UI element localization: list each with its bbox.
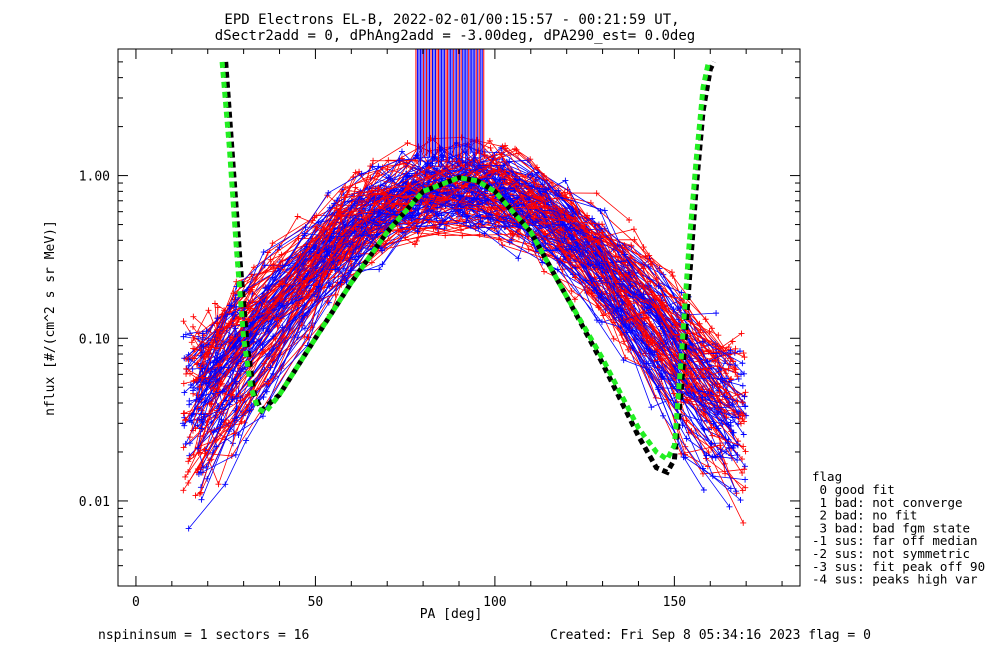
- y-tick-label: 0.10: [79, 332, 110, 347]
- trace-line: [198, 179, 730, 475]
- trace-line: [187, 174, 732, 473]
- trace-line: [198, 136, 704, 390]
- trace-line: [200, 197, 738, 456]
- legend-entry: 0 good fit: [812, 482, 895, 497]
- trace-line: [199, 150, 742, 424]
- chart-title-line-2: dSectr2add = 0, dPhAng2add = -3.00deg, d…: [215, 28, 695, 44]
- trace-markers: [198, 176, 736, 476]
- trace-markers: [204, 182, 741, 405]
- legend-entry: -4 sus: peaks high var: [812, 572, 978, 587]
- footer-left: nspininsum = 1 sectors = 16: [98, 628, 309, 643]
- flag-legend: flag 0 good fit 1 bad: not converge 2 ba…: [812, 469, 985, 587]
- trace-markers: [188, 192, 707, 391]
- trace-line: [203, 167, 731, 365]
- trace-markers: [195, 177, 733, 478]
- legend-entry: -1 sus: far off median: [812, 533, 978, 548]
- tick-labels: 0 50 100 150 0.01 0.10 1.00: [79, 170, 686, 610]
- x-tick-label: 150: [663, 595, 686, 610]
- legend-entry: -3 sus: fit peak off 90: [812, 559, 985, 574]
- legend-entry: -2 sus: not symmetric: [812, 546, 970, 561]
- y-axis-label: nflux [#/(cm^2 s sr MeV)]: [43, 220, 58, 416]
- x-axis-label: PA [deg]: [420, 607, 483, 622]
- y-tick-label: 0.01: [79, 495, 110, 510]
- trace-line: [185, 140, 738, 377]
- measured-traces: [179, 49, 750, 532]
- legend-title: flag: [812, 469, 842, 484]
- trace-line: [189, 157, 745, 397]
- fit-curves: [219, 60, 717, 476]
- trace-line: [201, 167, 745, 398]
- trace-line: [188, 183, 730, 508]
- legend-entry: 1 bad: not converge: [812, 495, 963, 510]
- plot-axes: [117, 48, 801, 587]
- trace-line: [216, 179, 736, 418]
- legend-entry: 2 bad: no fit: [812, 508, 917, 523]
- trace-line: [217, 148, 710, 392]
- footer-right: Created: Fri Sep 8 05:34:16 2023 flag = …: [550, 628, 871, 643]
- x-tick-label: 0: [132, 595, 140, 610]
- fit-curve-black: [223, 60, 717, 476]
- fit-curve-green: [219, 61, 711, 464]
- trace-line: [207, 185, 738, 403]
- x-tick-label: 50: [308, 595, 324, 610]
- legend-entry: 3 bad: bad fgm state: [812, 520, 970, 535]
- trace-line: [220, 172, 743, 474]
- y-tick-label: 1.00: [79, 170, 110, 185]
- trace-markers: [196, 183, 748, 390]
- x-tick-label: 100: [483, 595, 506, 610]
- chart-title-line-1: EPD Electrons EL-B, 2022-02-01/00:15:57 …: [224, 12, 679, 28]
- trace-line: [199, 154, 743, 387]
- trace-line: [203, 156, 731, 363]
